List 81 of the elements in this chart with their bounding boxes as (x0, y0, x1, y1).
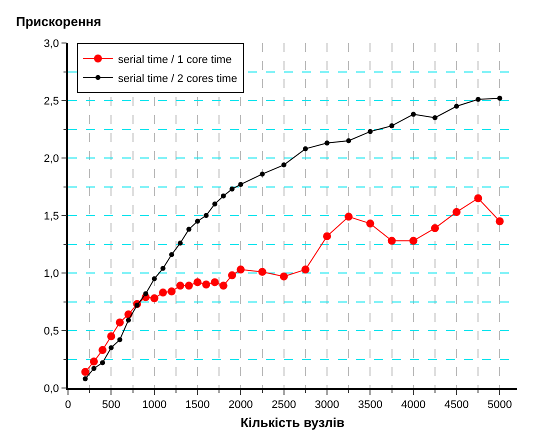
point (496, 217, 504, 226)
point (410, 112, 416, 117)
point (202, 280, 210, 288)
point (195, 218, 200, 224)
x-tick-label: 2000 (228, 398, 253, 411)
y-tick-label: 2,5 (44, 95, 60, 108)
point (236, 266, 245, 274)
point (346, 138, 352, 144)
point (432, 115, 438, 120)
point (98, 346, 107, 354)
point (100, 360, 106, 366)
x-axis-title: Кількість вузлів (240, 415, 344, 430)
point (228, 271, 236, 280)
point (108, 345, 114, 350)
point (212, 202, 218, 206)
point (238, 182, 244, 187)
point (281, 162, 286, 168)
x-tick-label: 1500 (185, 398, 210, 411)
point (194, 278, 202, 286)
x-tick-label: 3000 (314, 398, 340, 411)
point (152, 276, 157, 282)
point (219, 282, 228, 290)
point (91, 366, 96, 371)
x-tick-label: 2500 (272, 398, 296, 411)
x-tick-label: 4000 (401, 398, 426, 411)
point (184, 282, 193, 290)
y-tick-label: 0,5 (44, 325, 60, 338)
point (158, 288, 167, 297)
point (409, 236, 418, 245)
x-tick-label: 500 (102, 398, 120, 411)
point (452, 208, 461, 216)
point (280, 272, 288, 280)
point (430, 224, 439, 232)
point (324, 140, 330, 146)
point (388, 236, 396, 245)
point (107, 332, 116, 340)
point (169, 252, 174, 258)
point (126, 318, 131, 323)
point (301, 266, 310, 274)
point (389, 123, 394, 128)
x-tick-label: 5000 (487, 398, 512, 411)
y-axis-title: Прискорення (16, 14, 102, 29)
point (476, 96, 481, 102)
x-tick-label: 4500 (444, 398, 469, 411)
point (186, 226, 192, 232)
point (220, 193, 226, 198)
y-tick-label: 3,0 (44, 38, 60, 50)
point (344, 212, 353, 221)
point (81, 368, 90, 376)
point (134, 302, 140, 308)
point (116, 318, 124, 326)
y-tick-label: 1,0 (44, 268, 60, 280)
point (368, 129, 373, 134)
point (150, 294, 158, 302)
point (258, 268, 266, 276)
y-tick-label: 2,0 (44, 152, 60, 165)
point (117, 337, 122, 342)
point (90, 358, 98, 366)
point (176, 282, 184, 290)
point (143, 291, 148, 296)
x-tick-label: 3500 (358, 398, 382, 411)
point (366, 220, 374, 228)
x-tick-label: 0 (64, 398, 72, 411)
point (260, 172, 265, 177)
legend-label: serial time / 2 cores time (118, 72, 238, 85)
x-tick-label: 1000 (142, 398, 167, 411)
point (168, 287, 176, 296)
point (204, 213, 209, 218)
point (210, 278, 219, 286)
point (160, 266, 166, 271)
point (474, 194, 482, 202)
y-tick-label: 0,0 (44, 382, 60, 395)
y-tick-label: 1,5 (44, 210, 60, 222)
point (178, 240, 183, 246)
point (454, 104, 460, 109)
point (230, 186, 235, 192)
point (323, 232, 332, 240)
point (82, 376, 88, 382)
legend-label: serial time / 1 core time (118, 54, 232, 66)
point (497, 96, 502, 101)
point (302, 146, 308, 152)
